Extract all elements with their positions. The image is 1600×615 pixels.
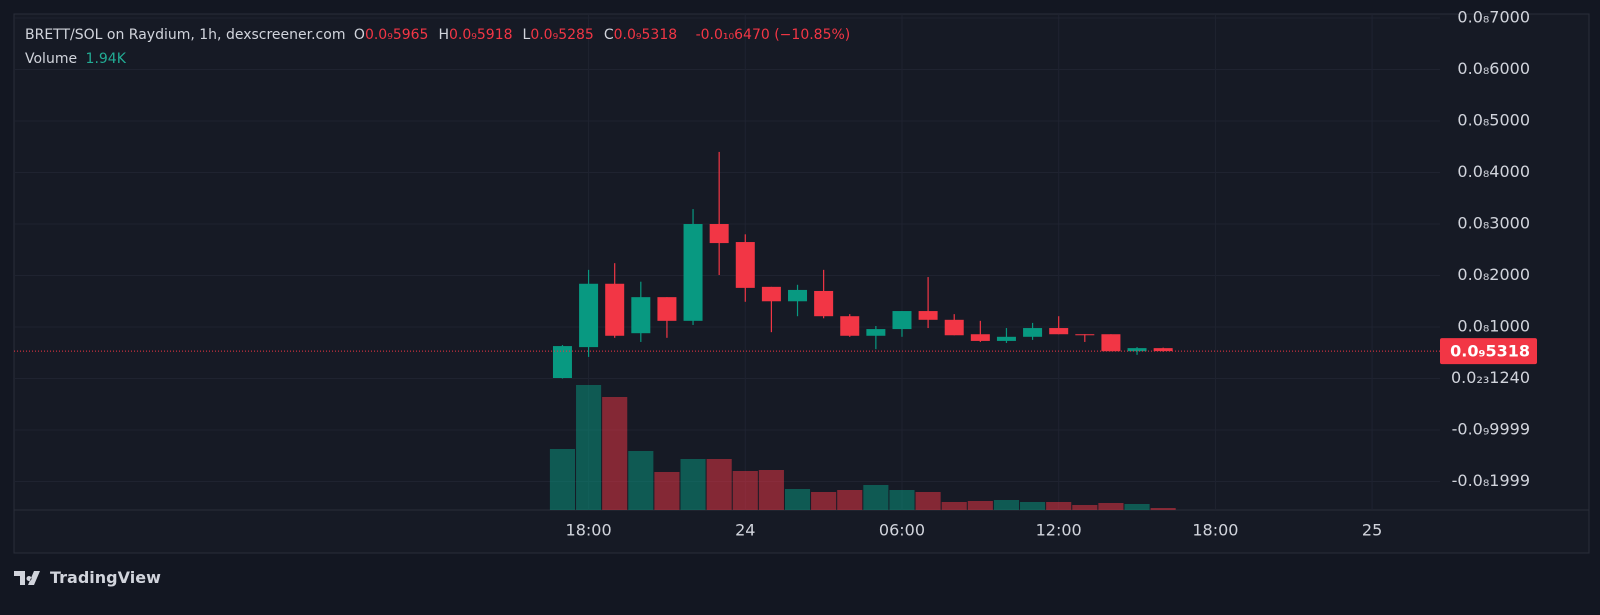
ohlc: O0.0₉5965 H0.0₉5918 L0.0₉5285 C0.0₉5318 — [354, 27, 687, 43]
candle-body — [866, 329, 886, 336]
volume-name: Volume — [25, 51, 78, 67]
x-tick-label: 25 — [1362, 521, 1382, 540]
volume-bar — [706, 459, 732, 510]
volume-bar — [654, 472, 680, 510]
volume-bar — [889, 490, 915, 510]
y-tick-label: 0.0₈3000 — [1457, 214, 1530, 233]
y-tick-label: 0.0₈5000 — [1457, 111, 1530, 130]
legend: BRETT/SOL on Raydium, 1h, dexscreener.co… — [25, 25, 854, 73]
candle-body — [631, 297, 651, 334]
change: -0.0₁₀6470 (−10.85%) — [695, 27, 851, 43]
volume-bar — [837, 490, 863, 510]
y-tick-label: 0.0₈1000 — [1457, 317, 1530, 336]
candle-body — [788, 289, 808, 302]
candle-body — [552, 346, 572, 379]
y-tick-label: 0.0₂₃1240 — [1451, 368, 1530, 387]
ohlc-value: 0.0₉5918 — [449, 27, 513, 43]
candle-body — [605, 283, 625, 336]
ohlc-value: 0.0₉5965 — [364, 27, 429, 43]
ohlc-value: 0.0₉5285 — [530, 27, 594, 43]
ohlc-key: C — [603, 27, 614, 43]
x-tick-label: 18:00 — [566, 521, 612, 540]
ohlc-value: 0.0₉5318 — [613, 27, 678, 43]
volume-bar — [1124, 504, 1150, 510]
volume-bar — [1046, 502, 1072, 510]
y-tick-label: 0.0₈6000 — [1457, 59, 1530, 78]
volume-layer — [549, 385, 1176, 510]
volume-bar — [602, 397, 628, 510]
candle-body — [1153, 348, 1173, 352]
volume-bar — [993, 500, 1020, 510]
candle-body — [735, 242, 755, 288]
candle-body — [840, 316, 860, 336]
legend-row: Volume 1.94K — [25, 49, 854, 73]
x-tick-label: 18:00 — [1192, 521, 1238, 540]
candle-body — [1101, 334, 1121, 352]
volume-bar — [784, 489, 811, 510]
y-tick-label: 0.0₈4000 — [1457, 162, 1530, 181]
candle-body — [970, 334, 990, 341]
candle-body — [761, 286, 781, 302]
volume-bar — [1098, 503, 1124, 510]
candle-body — [944, 319, 964, 336]
volume-bar — [1020, 502, 1046, 510]
y-tick-label: 0.0₈2000 — [1457, 265, 1530, 284]
ohlc-key: H — [438, 27, 449, 43]
candle-body — [1075, 334, 1095, 336]
y-tick-label: -0.0₈1999 — [1452, 471, 1530, 490]
volume-bar — [758, 470, 784, 510]
volume-bar — [680, 459, 706, 510]
volume-bar — [732, 471, 758, 510]
candle-body — [918, 311, 938, 320]
candle-body — [683, 224, 703, 321]
candle-body — [892, 311, 912, 330]
volume-bar — [628, 451, 654, 510]
candle-body — [657, 297, 677, 321]
candle-body — [709, 224, 729, 244]
brand[interactable]: TradingView — [14, 568, 161, 587]
chart-frame — [13, 13, 1590, 554]
y-tick-label: 0.0₈7000 — [1457, 8, 1530, 27]
candle-body — [1127, 348, 1147, 352]
volume-bar — [1150, 508, 1176, 510]
candle-body — [1023, 328, 1043, 337]
x-tick-label: 24 — [735, 521, 755, 540]
candle-body — [814, 290, 834, 317]
volume-bar — [967, 501, 993, 510]
volume-bar — [811, 492, 837, 510]
volume-value: 1.94K — [85, 51, 126, 67]
candle-body — [996, 336, 1016, 341]
brand-logo — [14, 570, 40, 585]
volume-bar — [1072, 505, 1098, 510]
volume-bar — [915, 492, 941, 510]
volume-bar — [863, 485, 889, 510]
x-tick-label: 06:00 — [879, 521, 925, 540]
last-price-label: 0.0₉5318 — [1450, 342, 1530, 361]
candle-layer — [552, 151, 1173, 379]
volume-bar — [549, 449, 576, 510]
last-price-box — [1440, 338, 1537, 365]
axes: 0.0₈7000 0.0₈6000 0.0₈5000 0.0₈4000 0.0₈3000… — [14, 8, 1537, 540]
symbol-title: BRETT/SOL on Raydium, 1h, dexscreener.co… — [25, 27, 346, 43]
y-tick-label: -0.0₉9999 — [1452, 420, 1530, 439]
x-tick-label: 12:00 — [1036, 521, 1082, 540]
volume-bar — [941, 502, 967, 510]
candle-body — [579, 283, 599, 348]
volume-bar — [576, 385, 602, 510]
ohlc-key: O — [353, 27, 365, 43]
candle-body — [1049, 328, 1069, 335]
brand-name: TradingView — [50, 568, 161, 587]
legend-row: BRETT/SOL on Raydium, 1h, dexscreener.co… — [25, 25, 854, 49]
ohlc-key: L — [522, 27, 531, 43]
